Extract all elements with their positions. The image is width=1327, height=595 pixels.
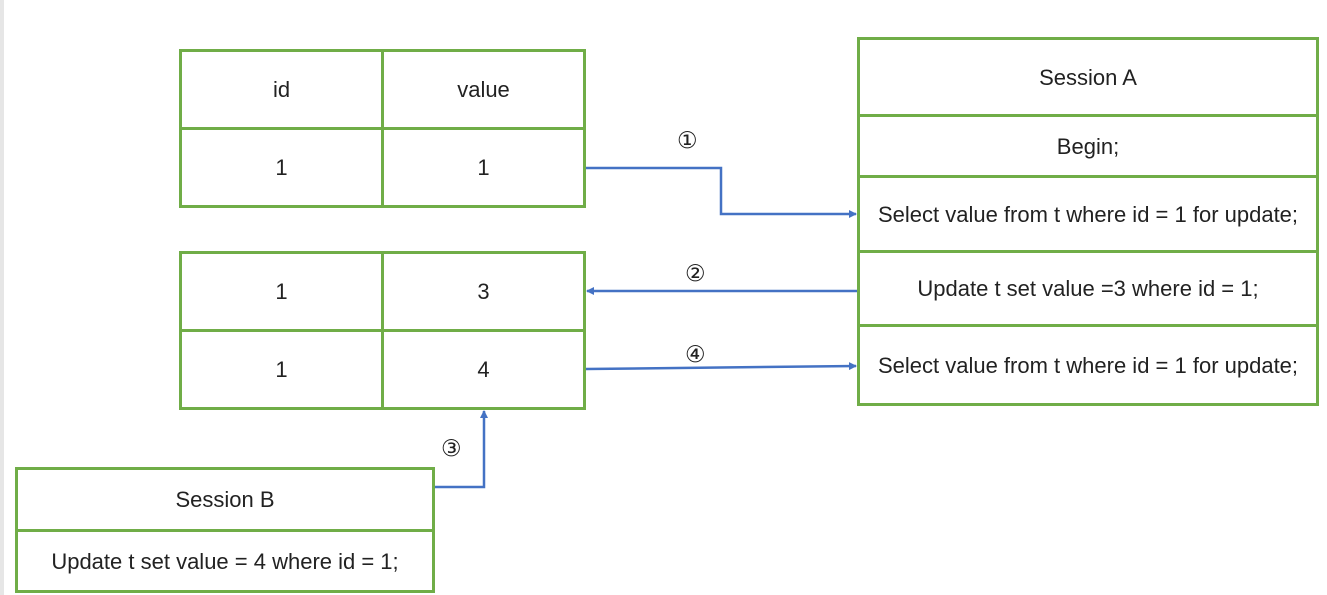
session-a-step-select-2: Select value from t where id = 1 for upd…: [860, 327, 1316, 403]
session-b-step-update: Update t set value = 4 where id = 1;: [18, 532, 432, 590]
table-top-header-id: id: [182, 52, 381, 127]
step-label-1: ①: [677, 128, 698, 154]
table-mid-row1-id: 1: [182, 254, 381, 329]
table-top: id value 1 1: [179, 49, 586, 208]
table-top-header-value: value: [384, 52, 583, 127]
step-label-2: ②: [685, 261, 706, 287]
table-mid-row2-id: 1: [182, 332, 381, 407]
table-mid-row2-value: 4: [384, 332, 583, 407]
step-label-4: ④: [685, 342, 706, 368]
table-top-cell-id: 1: [182, 130, 381, 205]
session-a-step-update: Update t set value =3 where id = 1;: [860, 253, 1316, 324]
session-a-step-select-1: Select value from t where id = 1 for upd…: [860, 178, 1316, 250]
table-top-cell-value: 1: [384, 130, 583, 205]
step-label-3: ③: [441, 436, 462, 462]
left-edge-strip: [0, 0, 4, 595]
table-mid-row1-value: 3: [384, 254, 583, 329]
arrow-step-1: [586, 166, 857, 218]
session-b-title: Session B: [18, 470, 432, 529]
session-b-panel: Session B Update t set value = 4 where i…: [15, 467, 435, 593]
session-a-step-begin: Begin;: [860, 117, 1316, 175]
arrow-step-3: [435, 410, 488, 489]
session-a-title: Session A: [860, 40, 1316, 114]
table-mid: 1 3 1 4: [179, 251, 586, 410]
arrow-step-4: [585, 362, 857, 371]
session-a-panel: Session A Begin; Select value from t whe…: [857, 37, 1319, 406]
